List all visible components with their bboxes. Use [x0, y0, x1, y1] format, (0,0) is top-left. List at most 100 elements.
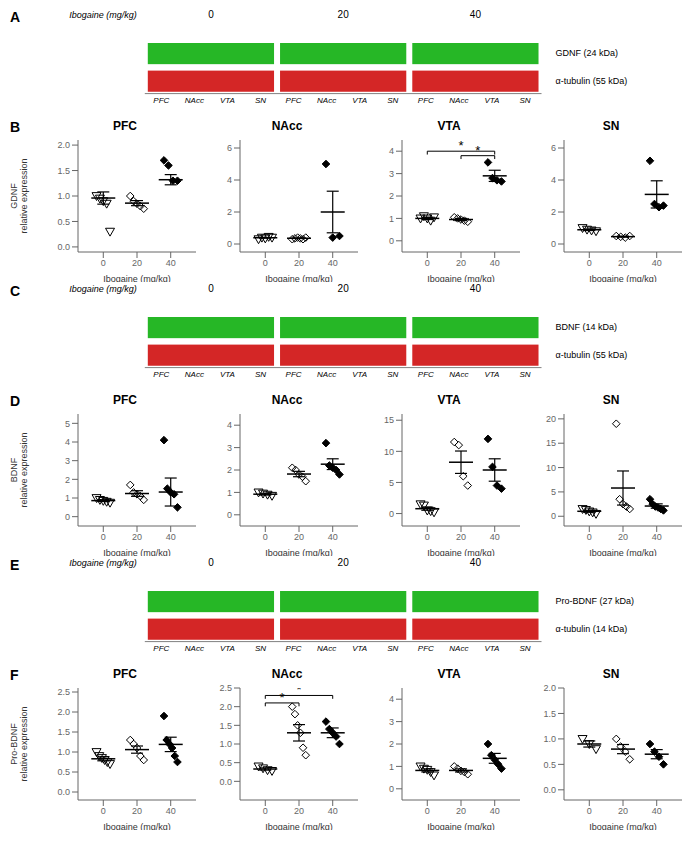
svg-text:VTA: VTA [484, 644, 499, 653]
svg-text:*: * [280, 690, 285, 705]
svg-text:3: 3 [65, 456, 70, 466]
svg-text:NAcc: NAcc [449, 370, 468, 379]
svg-text:0: 0 [389, 784, 394, 794]
svg-text:0.0: 0.0 [543, 785, 556, 795]
svg-text:40: 40 [652, 258, 662, 268]
svg-text:D: D [10, 393, 20, 409]
svg-text:20: 20 [132, 258, 142, 268]
svg-text:20: 20 [338, 9, 350, 20]
svg-text:0: 0 [425, 532, 430, 542]
svg-text:SN: SN [255, 96, 266, 105]
svg-text:3: 3 [227, 443, 232, 453]
svg-text:0: 0 [208, 283, 214, 294]
svg-text:1: 1 [389, 214, 394, 224]
svg-text:0: 0 [227, 510, 232, 520]
svg-text:1.5: 1.5 [57, 166, 70, 176]
svg-text:VTA: VTA [220, 96, 235, 105]
svg-text:VTA: VTA [220, 370, 235, 379]
svg-text:1.0: 1.0 [57, 747, 70, 757]
svg-text:NAcc: NAcc [185, 370, 204, 379]
svg-text:20: 20 [294, 532, 304, 542]
svg-text:6: 6 [227, 143, 232, 153]
svg-text:40: 40 [490, 532, 500, 542]
svg-text:5: 5 [551, 487, 556, 497]
svg-text:PFC: PFC [418, 644, 434, 653]
svg-text:0: 0 [425, 806, 430, 816]
svg-text:40: 40 [490, 806, 500, 816]
svg-text:0: 0 [587, 806, 592, 816]
svg-text:PFC: PFC [418, 96, 434, 105]
svg-text:0.0: 0.0 [57, 787, 70, 797]
svg-text:20: 20 [618, 806, 628, 816]
svg-text:Ibogaine (mg/kg): Ibogaine (mg/kg) [103, 274, 171, 282]
svg-text:20: 20 [546, 414, 556, 424]
svg-text:2.0: 2.0 [57, 707, 70, 717]
svg-text:2.0: 2.0 [57, 140, 70, 150]
svg-text:40: 40 [652, 806, 662, 816]
svg-text:NAcc: NAcc [449, 644, 468, 653]
svg-text:E: E [10, 557, 19, 573]
svg-text:BDNF (14 kDa): BDNF (14 kDa) [556, 322, 618, 332]
svg-text:20: 20 [338, 283, 350, 294]
svg-text:Ibogaine (mg/kg): Ibogaine (mg/kg) [69, 284, 137, 294]
svg-text:1.0: 1.0 [543, 734, 556, 744]
svg-text:20: 20 [618, 258, 628, 268]
svg-text:2.5: 2.5 [57, 687, 70, 697]
svg-text:4: 4 [227, 175, 232, 185]
svg-text:0: 0 [587, 258, 592, 268]
svg-text:10: 10 [546, 463, 556, 473]
svg-text:BDNFrelative expression: BDNFrelative expression [9, 432, 29, 507]
svg-text:15: 15 [384, 415, 394, 425]
svg-text:Ibogaine (mg/kg): Ibogaine (mg/kg) [69, 558, 137, 568]
svg-text:A: A [10, 9, 20, 25]
svg-text:PFC: PFC [153, 370, 169, 379]
svg-text:3: 3 [389, 717, 394, 727]
svg-text:Ibogaine (mg/kg): Ibogaine (mg/kg) [265, 548, 333, 556]
svg-text:40: 40 [166, 532, 176, 542]
svg-text:10: 10 [384, 447, 394, 457]
svg-text:VTA: VTA [352, 370, 367, 379]
svg-text:40: 40 [166, 806, 176, 816]
svg-text:VTA: VTA [220, 644, 235, 653]
svg-text:NAcc: NAcc [185, 96, 204, 105]
svg-text:*: * [458, 140, 463, 153]
svg-text:1.5: 1.5 [543, 709, 556, 719]
svg-text:NAcc: NAcc [185, 644, 204, 653]
svg-text:0: 0 [101, 532, 106, 542]
svg-text:PFC: PFC [153, 644, 169, 653]
svg-text:F: F [10, 667, 19, 683]
svg-text:SN: SN [387, 370, 398, 379]
svg-text:6: 6 [551, 143, 556, 153]
svg-text:NAcc: NAcc [317, 644, 336, 653]
svg-text:2.0: 2.0 [219, 702, 232, 712]
svg-text:Ibogaine (mg/kg): Ibogaine (mg/kg) [427, 274, 495, 282]
svg-text:1.0: 1.0 [219, 739, 232, 749]
svg-text:SN: SN [255, 370, 266, 379]
svg-text:PFC: PFC [418, 370, 434, 379]
svg-text:20: 20 [132, 806, 142, 816]
svg-text:2.0: 2.0 [543, 683, 556, 693]
svg-text:*: * [296, 688, 301, 697]
svg-text:1: 1 [227, 488, 232, 498]
svg-text:Ibogaine (mg/kg): Ibogaine (mg/kg) [589, 548, 657, 556]
svg-text:1: 1 [389, 762, 394, 772]
svg-text:20: 20 [456, 532, 466, 542]
svg-text:0: 0 [551, 239, 556, 249]
svg-text:0: 0 [389, 236, 394, 246]
svg-text:0.0: 0.0 [57, 242, 70, 252]
svg-text:2.5: 2.5 [219, 683, 232, 693]
svg-text:SN: SN [387, 96, 398, 105]
svg-text:0: 0 [65, 512, 70, 522]
svg-text:0.0: 0.0 [219, 777, 232, 787]
svg-text:0: 0 [587, 532, 592, 542]
svg-text:2: 2 [227, 465, 232, 475]
svg-text:40: 40 [490, 258, 500, 268]
svg-text:2: 2 [389, 739, 394, 749]
svg-text:PFC: PFC [153, 96, 169, 105]
svg-text:5: 5 [389, 478, 394, 488]
svg-text:40: 40 [166, 258, 176, 268]
svg-text:Pro-BDNF (27 kDa): Pro-BDNF (27 kDa) [556, 596, 635, 606]
svg-text:0: 0 [101, 258, 106, 268]
svg-text:Ibogaine (mg/kg): Ibogaine (mg/kg) [589, 822, 657, 830]
svg-text:SN: SN [255, 644, 266, 653]
